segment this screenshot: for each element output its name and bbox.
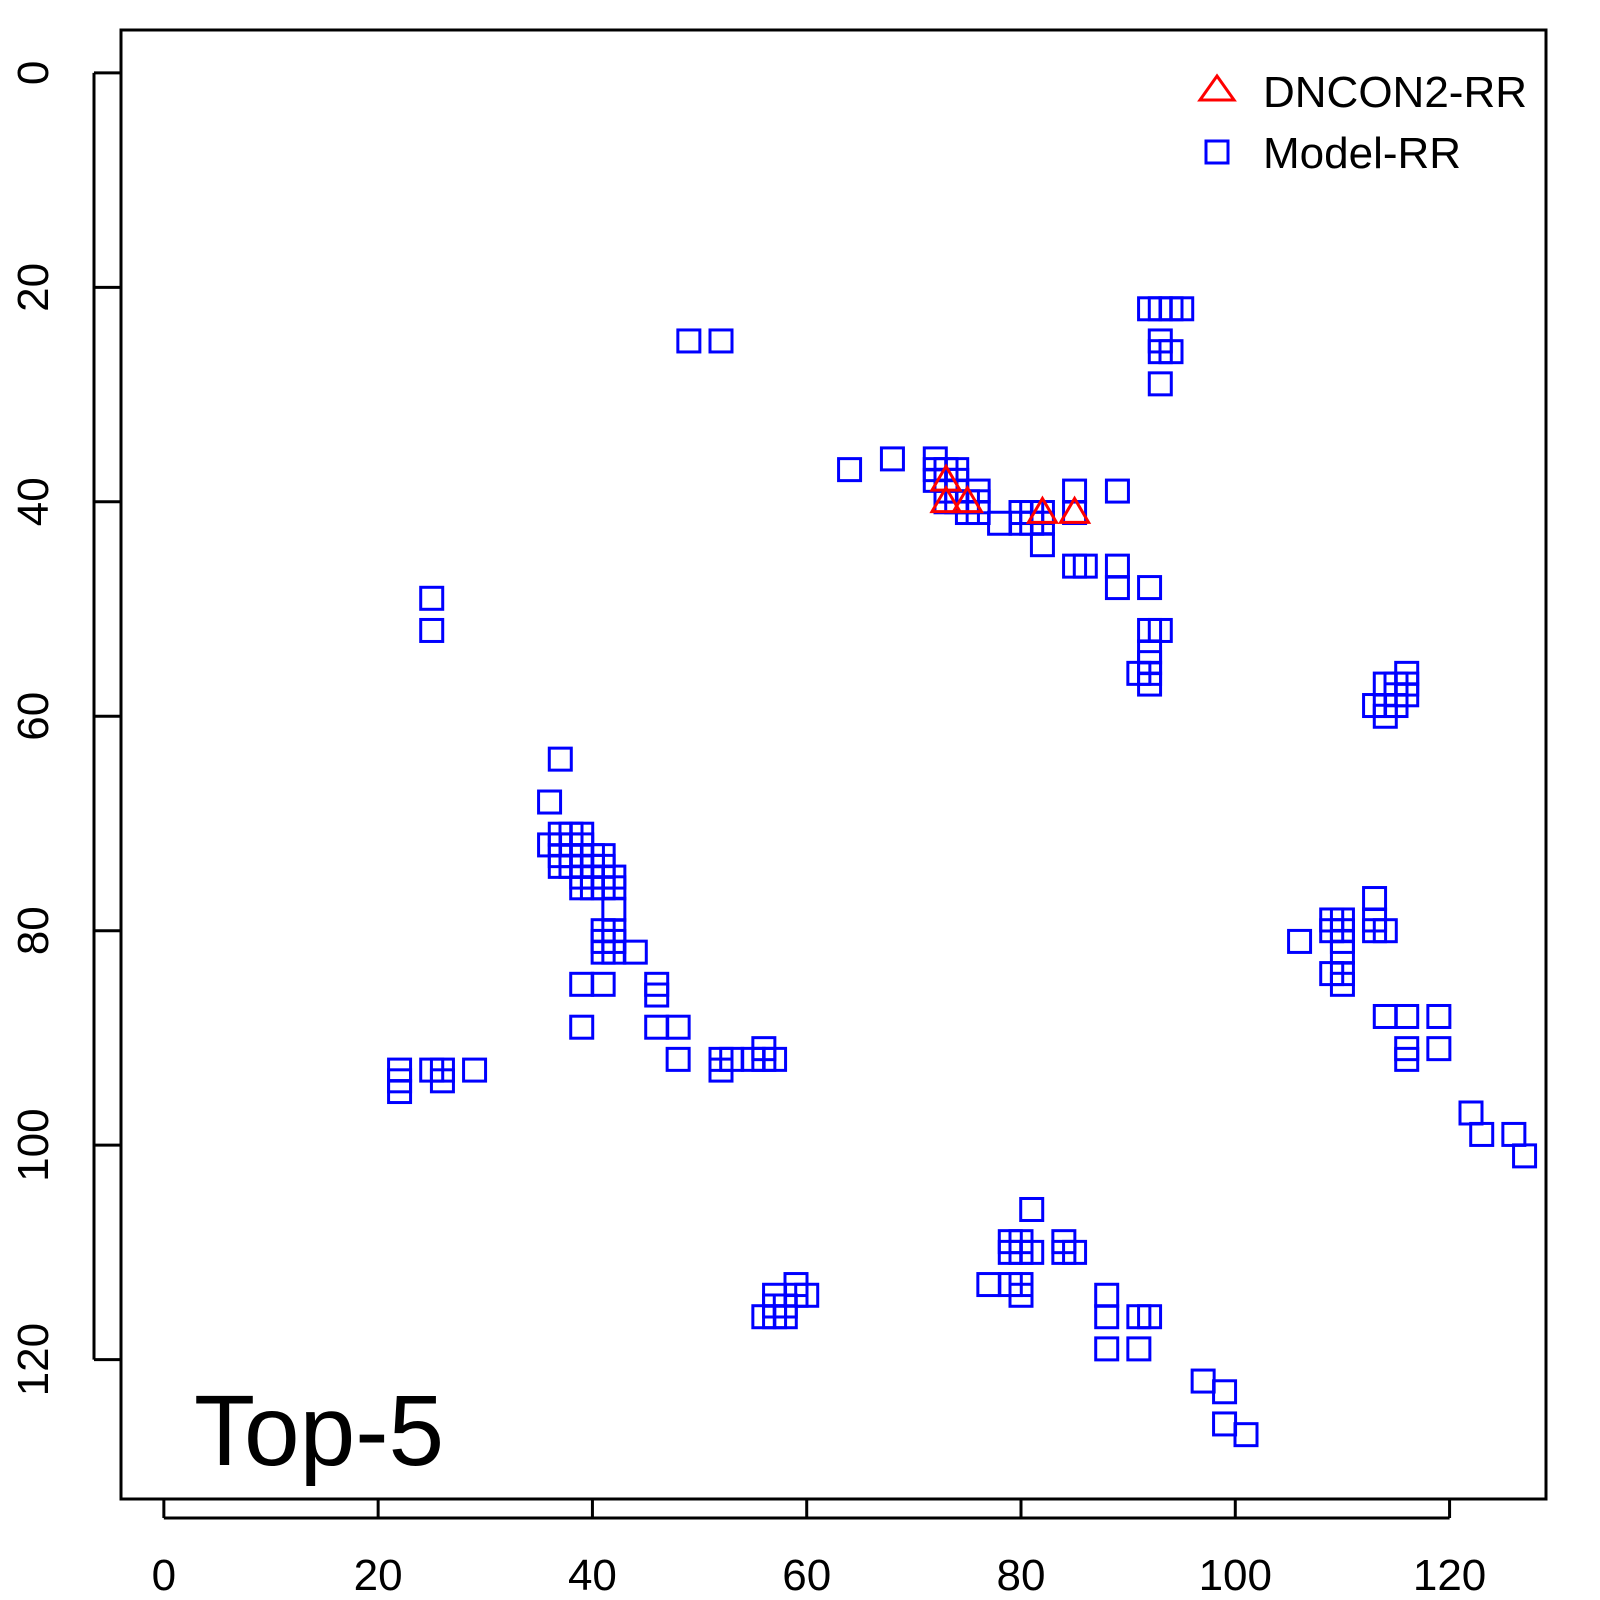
model-rr-point bbox=[1372, 1003, 1398, 1029]
model-rr-point bbox=[1104, 575, 1130, 601]
model-rr-point bbox=[762, 1046, 788, 1072]
model-rr-point bbox=[387, 1079, 413, 1105]
x-tick-label: 60 bbox=[782, 1551, 831, 1600]
legend-label-dncon2-rr: DNCON2-RR bbox=[1263, 68, 1527, 117]
x-tick-label: 40 bbox=[568, 1551, 617, 1600]
model-rr-point bbox=[1426, 1036, 1452, 1062]
model-rr-point bbox=[1019, 1239, 1045, 1265]
dncon2-rr-point bbox=[1025, 495, 1060, 524]
model-rr-point bbox=[1190, 1368, 1216, 1394]
model-rr-point bbox=[1212, 1411, 1238, 1437]
model-rr-point bbox=[708, 328, 734, 354]
model-rr-point bbox=[644, 982, 670, 1008]
y-tick-label: 100 bbox=[9, 1108, 58, 1181]
y-tick-label: 20 bbox=[9, 263, 58, 312]
model-rr-point bbox=[1094, 1282, 1120, 1308]
x-tick-label: 80 bbox=[997, 1551, 1046, 1600]
model-rr-point bbox=[676, 328, 702, 354]
model-rr-point bbox=[1501, 1121, 1527, 1147]
model-rr-point bbox=[1394, 1003, 1420, 1029]
model-rr-point bbox=[429, 1068, 455, 1094]
y-tick-label: 0 bbox=[9, 61, 58, 85]
dncon2-rr-point bbox=[1057, 495, 1092, 524]
model-rr-point bbox=[1104, 553, 1130, 579]
model-rr-point bbox=[1512, 1143, 1538, 1169]
data-points bbox=[387, 296, 1538, 1448]
model-rr-point bbox=[601, 896, 627, 922]
model-rr-point bbox=[547, 746, 573, 772]
model-rr-point bbox=[1072, 553, 1098, 579]
y-tick-label: 40 bbox=[9, 477, 58, 526]
model-rr-point bbox=[1126, 1336, 1152, 1362]
model-rr-point bbox=[1094, 1336, 1120, 1362]
model-rr-point bbox=[419, 617, 445, 643]
y-tick-label: 120 bbox=[9, 1323, 58, 1396]
y-tick-label: 80 bbox=[9, 906, 58, 955]
model-rr-point bbox=[590, 971, 616, 997]
model-rr-point bbox=[1426, 1003, 1452, 1029]
model-rr-point bbox=[665, 1014, 691, 1040]
x-tick-label: 20 bbox=[354, 1551, 403, 1600]
model-rr-point bbox=[1019, 1196, 1045, 1222]
model-rr-point bbox=[1458, 1100, 1484, 1126]
model-rr-point bbox=[1104, 478, 1130, 504]
model-rr-point bbox=[644, 1014, 670, 1040]
legend-square-marker bbox=[1204, 139, 1230, 165]
x-tick-label: 120 bbox=[1413, 1551, 1486, 1600]
x-tick-label: 0 bbox=[152, 1551, 176, 1600]
model-rr-point bbox=[569, 1014, 595, 1040]
model-rr-point bbox=[1029, 532, 1055, 558]
model-rr-point bbox=[987, 510, 1013, 536]
model-rr-point bbox=[837, 457, 863, 483]
model-rr-point bbox=[1147, 371, 1173, 397]
model-rr-point bbox=[879, 446, 905, 472]
legend-triangle-marker bbox=[1197, 73, 1237, 102]
panel-annotation: Top-5 bbox=[194, 1375, 444, 1487]
axes: 0 20 40 60 80 100 120 0 20 40 60 80 100 120 bbox=[9, 61, 1486, 1600]
model-rr-point bbox=[665, 1046, 691, 1072]
model-rr-point bbox=[1362, 886, 1388, 912]
model-rr-point bbox=[794, 1282, 820, 1308]
model-rr-point bbox=[1329, 971, 1355, 997]
model-rr-point bbox=[1233, 1422, 1259, 1448]
model-rr-point bbox=[1158, 339, 1184, 365]
dncon2-rr-point bbox=[950, 484, 985, 514]
model-rr-point bbox=[1469, 1121, 1495, 1147]
model-rr-point bbox=[1126, 660, 1152, 686]
model-rr-point bbox=[1062, 1239, 1088, 1265]
model-rr-point bbox=[1372, 918, 1398, 944]
model-rr-point bbox=[1169, 296, 1195, 322]
model-rr-point bbox=[1137, 1304, 1163, 1330]
model-rr-point bbox=[462, 1057, 488, 1083]
y-tick-label: 60 bbox=[9, 692, 58, 741]
x-tick-label: 100 bbox=[1199, 1551, 1272, 1600]
model-rr-point bbox=[1008, 1282, 1034, 1308]
model-rr-point bbox=[569, 971, 595, 997]
model-rr-point bbox=[1212, 1379, 1238, 1405]
model-rr-point bbox=[1137, 575, 1163, 601]
dncon2-rr-point bbox=[929, 484, 963, 514]
model-rr-point bbox=[1394, 1046, 1420, 1072]
model-rr-point bbox=[537, 789, 563, 815]
model-rr-point bbox=[1372, 703, 1398, 729]
model-rr-point bbox=[1287, 928, 1313, 954]
model-rr-point bbox=[622, 939, 648, 965]
legend: DNCON2-RR Model-RR bbox=[1197, 68, 1527, 178]
plot-frame bbox=[119, 28, 1548, 1501]
model-rr-point bbox=[419, 585, 445, 611]
legend-label-model-rr: Model-RR bbox=[1263, 129, 1461, 178]
model-rr-point bbox=[1094, 1304, 1120, 1330]
model-rr-point bbox=[976, 1272, 1002, 1298]
